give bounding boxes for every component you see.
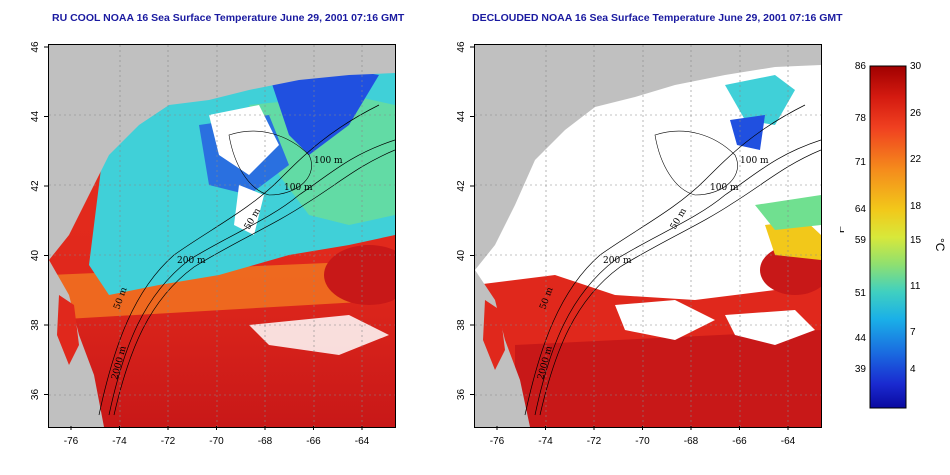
fahrenheit-tick-label: 71 xyxy=(855,157,867,168)
grid-lines xyxy=(475,45,821,427)
land-area xyxy=(49,45,395,260)
blue-cold-water xyxy=(269,70,379,155)
x-tick-label: -64 xyxy=(355,436,370,447)
celsius-tick-label: 15 xyxy=(910,235,922,246)
x-tick-label: -70 xyxy=(209,436,224,447)
celsius-tick-label: 22 xyxy=(910,154,922,165)
left-sst-map: 100 m 100 m 50 m 200 m 50 m 2000 m xyxy=(48,44,396,428)
x-tick-label: -74 xyxy=(538,436,553,447)
left-sst-image: 100 m 100 m 50 m 200 m 50 m 2000 m xyxy=(49,45,395,427)
celsius-unit: °C xyxy=(933,238,947,252)
warm-core-eddy xyxy=(324,245,395,305)
y-tick-label: 38 xyxy=(30,319,41,331)
celsius-tick-label: 26 xyxy=(910,108,922,119)
green-water xyxy=(755,195,821,230)
x-tick-label: -76 xyxy=(64,436,79,447)
colorbar: 86 78 71 64 59 51 44 39 30 26 22 18 15 11 7 4 °F °C xyxy=(840,61,947,409)
contour-100m xyxy=(228,130,312,196)
y-tick-label: 44 xyxy=(30,111,41,123)
y-tick-label: 38 xyxy=(456,319,467,331)
colorbar-ticks: 86 78 71 64 59 51 44 39 30 26 22 18 15 11 7 4 xyxy=(855,61,922,375)
contour-2000m xyxy=(113,149,395,416)
land-area xyxy=(475,45,821,270)
fahrenheit-tick-label: 64 xyxy=(855,204,867,215)
x-tick-label: -66 xyxy=(306,436,321,447)
x-tick-label: -74 xyxy=(112,436,127,447)
right-map-title: DECLOUDED NOAA 16 Sea Surface Temperatur… xyxy=(472,12,843,24)
x-tick-label: -72 xyxy=(161,436,176,447)
left-map-title: RU COOL NOAA 16 Sea Surface Temperature … xyxy=(52,12,405,24)
x-tick-label: -66 xyxy=(732,436,747,447)
fahrenheit-tick-label: 78 xyxy=(855,113,867,124)
y-tick-label: 36 xyxy=(456,389,467,401)
celsius-tick-label: 7 xyxy=(910,327,916,338)
blue-cold-water xyxy=(730,115,765,150)
cool-water xyxy=(725,75,795,125)
green-water xyxy=(249,95,395,225)
contour-label: 100 m xyxy=(284,183,313,193)
fahrenheit-tick-label: 39 xyxy=(855,364,867,375)
x-tick-label: -72 xyxy=(587,436,602,447)
contour-200m xyxy=(108,139,395,416)
celsius-tick-label: 18 xyxy=(910,201,922,212)
y-tick-label: 40 xyxy=(456,250,467,262)
colorbar-gradient xyxy=(869,65,907,409)
contour-label: 100 m xyxy=(740,156,769,166)
right-sst-image: 100 m 100 m 50 m 200 m 50 m 2000 m xyxy=(475,45,821,427)
yellow-water xyxy=(765,220,821,260)
y-tick-label: 42 xyxy=(456,180,467,192)
x-tick-label: -64 xyxy=(781,436,796,447)
fahrenheit-tick-label: 86 xyxy=(855,61,867,72)
y-tick-label: 36 xyxy=(30,389,41,401)
contour-100m xyxy=(654,130,738,196)
contour-label: 100 m xyxy=(710,183,739,193)
x-tick-label: -70 xyxy=(635,436,650,447)
celsius-tick-label: 4 xyxy=(910,364,916,375)
x-tick-label: -76 xyxy=(490,436,505,447)
contour-label: 100 m xyxy=(314,156,343,166)
contour-label: 200 m xyxy=(177,256,206,266)
bay-water xyxy=(57,295,79,365)
x-tick-label: -68 xyxy=(258,436,273,447)
cloud-patch xyxy=(615,300,715,340)
grid-lines xyxy=(49,45,395,427)
fahrenheit-unit: °F xyxy=(840,226,847,238)
y-tick-label: 46 xyxy=(456,41,467,53)
cloud-patch xyxy=(725,310,815,345)
y-tick-label: 40 xyxy=(30,250,41,262)
y-tick-label: 44 xyxy=(456,111,467,123)
celsius-tick-label: 11 xyxy=(910,281,921,292)
y-tick-label: 46 xyxy=(30,41,41,53)
contour-50m xyxy=(524,104,806,416)
x-tick-label: -68 xyxy=(684,436,699,447)
right-sst-map: 100 m 100 m 50 m 200 m 50 m 2000 m xyxy=(474,44,822,428)
contour-2000m xyxy=(539,149,821,416)
bay-water xyxy=(483,300,505,370)
contour-label: 200 m xyxy=(603,256,632,266)
fahrenheit-tick-label: 44 xyxy=(855,333,867,344)
fahrenheit-tick-label: 51 xyxy=(855,288,867,299)
ocean-hot-area xyxy=(515,330,821,427)
y-tick-label: 42 xyxy=(30,180,41,192)
celsius-tick-label: 30 xyxy=(910,61,922,72)
contour-200m xyxy=(534,139,821,416)
cloud-patch xyxy=(209,105,279,175)
contour-50m xyxy=(98,104,380,416)
fahrenheit-tick-label: 59 xyxy=(855,235,867,246)
